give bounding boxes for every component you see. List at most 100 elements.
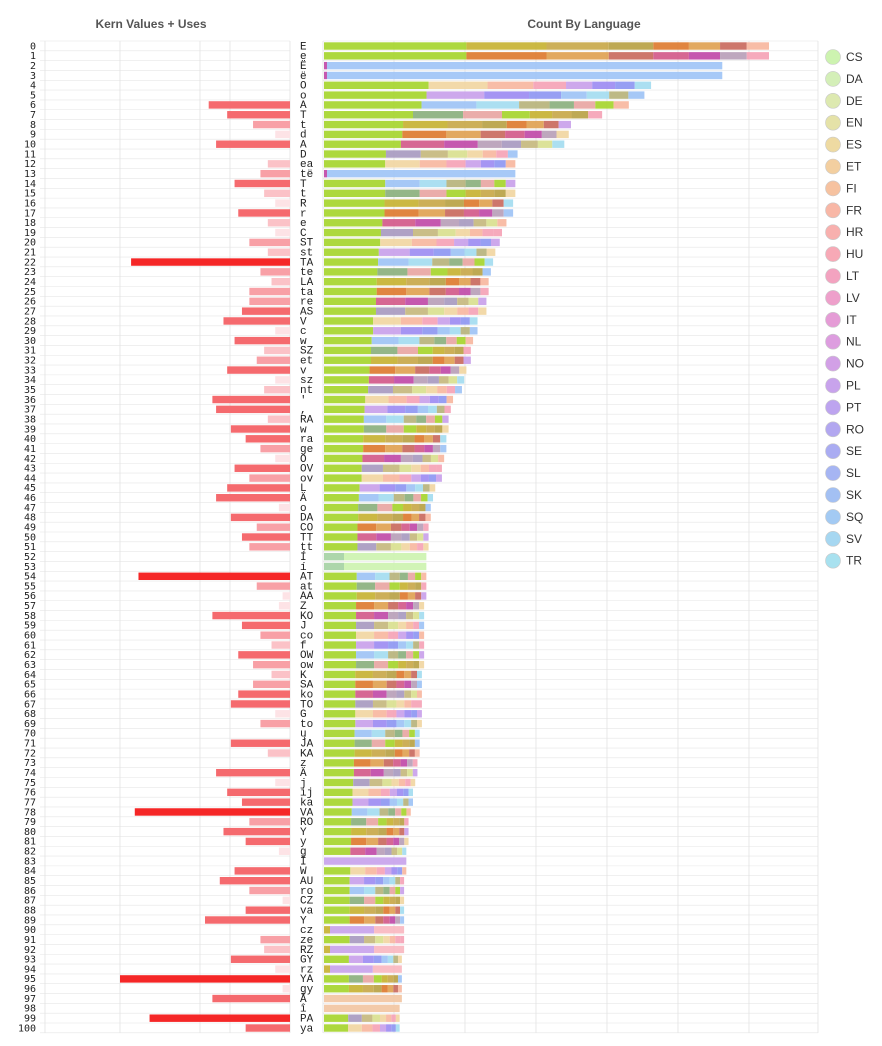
kern-pair-label: o <box>300 503 307 515</box>
language-segment <box>389 916 396 924</box>
language-segment <box>374 611 389 620</box>
language-segment <box>368 798 381 806</box>
language-segment <box>377 268 408 276</box>
legend-swatch <box>825 136 841 153</box>
language-segment <box>354 749 372 757</box>
language-count-bar <box>324 150 518 158</box>
language-segment <box>389 572 400 580</box>
language-count-bar <box>324 965 402 973</box>
kern-bar <box>249 238 290 247</box>
language-segment <box>348 955 363 963</box>
language-segment <box>414 739 420 747</box>
language-segment <box>324 356 371 364</box>
language-segment <box>415 484 424 492</box>
language-segment <box>413 621 420 630</box>
language-segment <box>399 827 405 836</box>
language-segment <box>356 660 375 669</box>
row-index: 37 <box>24 405 36 416</box>
language-count-bar <box>324 935 405 944</box>
language-segment <box>503 209 514 217</box>
language-segment <box>396 798 404 806</box>
language-segment <box>354 739 372 747</box>
language-segment <box>403 425 417 433</box>
kern-bar <box>275 199 290 207</box>
language-count-bar <box>324 798 413 806</box>
legend-swatch <box>825 268 841 284</box>
kern-bar <box>264 189 290 198</box>
kern-pair-label: OV <box>300 464 314 476</box>
language-segment <box>432 444 441 453</box>
language-segment <box>720 42 747 50</box>
kern-pair-label: C <box>300 228 307 240</box>
language-segment <box>424 435 433 443</box>
row-index: 79 <box>24 817 36 828</box>
language-segment <box>407 268 431 276</box>
language-segment <box>355 710 373 718</box>
language-segment <box>324 965 330 973</box>
kern-pair-label: Â <box>300 992 307 1006</box>
language-segment <box>386 837 394 846</box>
language-segment <box>558 120 571 129</box>
language-segment <box>373 327 401 335</box>
language-segment <box>399 818 405 826</box>
language-segment <box>393 494 405 502</box>
language-segment <box>348 975 363 983</box>
language-segment <box>449 327 461 335</box>
row-index: 17 <box>24 208 36 219</box>
language-segment <box>456 336 466 345</box>
kern-pair-label: rz <box>300 964 313 976</box>
row-index: 58 <box>24 611 36 622</box>
kern-pair-label: ë <box>300 71 307 83</box>
language-segment <box>484 258 494 266</box>
kern-pair-label: V <box>300 316 307 328</box>
language-segment <box>492 199 504 207</box>
language-segment <box>387 955 394 963</box>
legend-label: EN <box>846 116 863 130</box>
kern-pair-label: A <box>300 140 307 152</box>
language-segment <box>356 611 375 620</box>
language-segment <box>348 985 363 993</box>
language-segment <box>385 189 420 198</box>
kern-pair-label: Ä <box>300 492 307 505</box>
language-segment <box>372 719 387 728</box>
language-segment <box>324 896 350 905</box>
language-segment <box>409 739 415 747</box>
language-segment <box>446 386 456 394</box>
language-segment <box>384 454 401 463</box>
kern-pair-label: O <box>300 81 307 93</box>
language-segment <box>437 317 450 325</box>
kern-pair-label: z <box>300 758 307 770</box>
language-segment <box>413 631 420 639</box>
language-segment <box>383 935 390 944</box>
row-index: 50 <box>24 532 36 543</box>
language-segment <box>486 219 498 227</box>
kern-pair-label: et <box>300 356 313 368</box>
language-segment <box>356 621 375 630</box>
kern-bar <box>278 602 290 610</box>
row-index: 85 <box>24 876 36 887</box>
language-segment <box>374 945 405 954</box>
language-segment <box>428 81 488 89</box>
language-segment <box>324 945 330 954</box>
language-segment <box>556 130 569 139</box>
row-index: 94 <box>24 964 36 975</box>
row-index: 31 <box>24 346 36 357</box>
language-segment <box>411 474 421 482</box>
language-segment <box>330 965 373 973</box>
language-segment <box>324 101 422 109</box>
kern-bar <box>260 268 290 276</box>
language-segment <box>429 395 439 404</box>
language-segment <box>419 179 447 188</box>
language-segment <box>426 91 485 99</box>
row-index: 93 <box>24 955 36 966</box>
language-segment <box>395 877 401 885</box>
language-segment <box>368 376 395 384</box>
language-segment <box>393 759 401 767</box>
language-count-bar <box>324 670 422 679</box>
language-segment <box>566 81 593 89</box>
language-segment <box>446 395 454 404</box>
language-segment <box>324 759 354 767</box>
language-segment <box>383 896 390 905</box>
language-segment <box>455 386 462 394</box>
language-segment <box>324 287 377 296</box>
